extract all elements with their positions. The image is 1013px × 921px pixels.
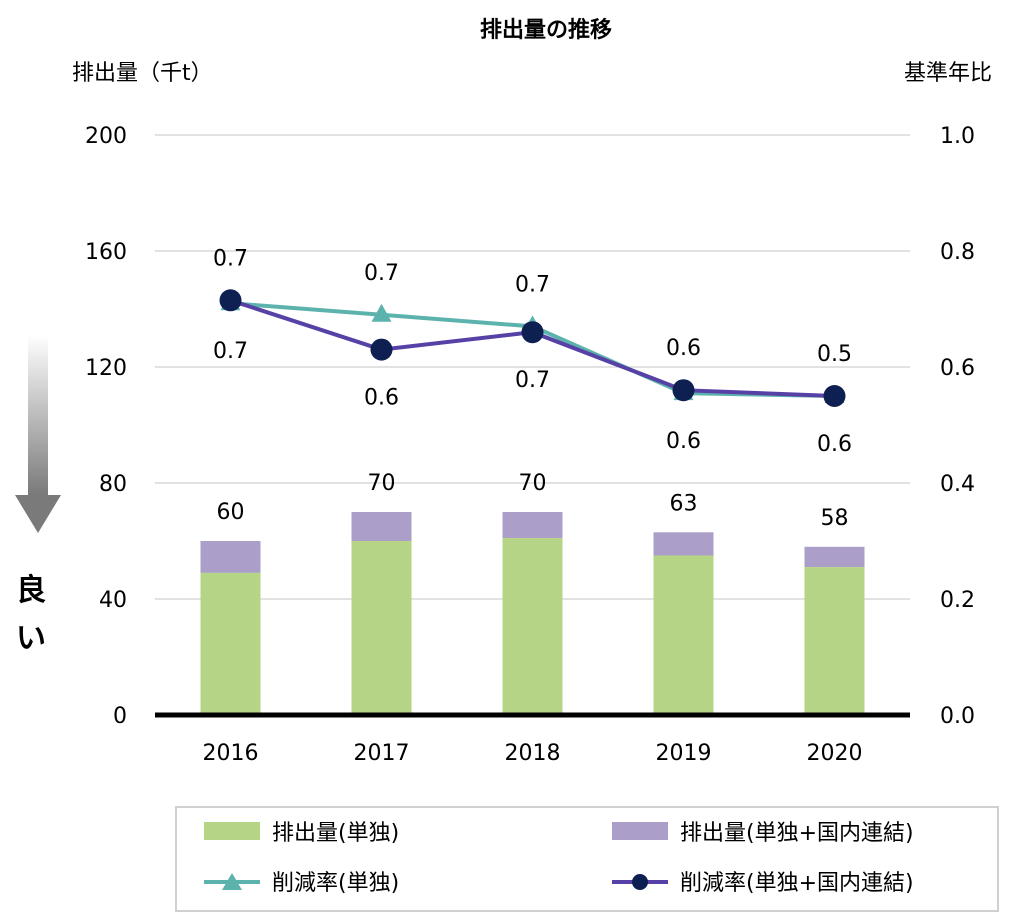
legend-item-bar-single: 排出量(単独) [204, 821, 399, 846]
bar-total-label: 60 [217, 500, 245, 525]
left-axis-title: 排出量（千t） [72, 61, 213, 86]
legend-label-bar-consolidated: 排出量(単独+国内連結) [680, 821, 914, 846]
arrow-shaft [28, 335, 48, 495]
circle-marker [370, 338, 393, 361]
x-tick-label: 2019 [656, 741, 712, 766]
bar-consolidated [200, 541, 261, 573]
legend-swatch-bar-single [204, 822, 260, 840]
right-tick-label: 0.0 [940, 704, 975, 729]
good-label-2: い [16, 621, 46, 656]
bar-consolidated [804, 546, 865, 568]
right-tick-label: 0.6 [940, 356, 975, 381]
x-tick-label: 2018 [505, 741, 561, 766]
legend-label-bar-single: 排出量(単独) [272, 821, 399, 846]
x-tick-label: 2020 [807, 741, 863, 766]
left-tick-label: 40 [99, 588, 127, 613]
chart-title: 排出量の推移 [480, 17, 612, 43]
right-tick-label: 0.8 [940, 240, 975, 265]
bar-consolidated [502, 512, 563, 539]
x-tick-label: 2017 [354, 741, 410, 766]
circle-marker [823, 385, 846, 407]
bar-single [804, 567, 865, 715]
bar-single [351, 541, 412, 715]
legend-label-line-consolidated: 削減率(単独+国内連結) [680, 871, 914, 896]
right-tick-label: 0.4 [940, 472, 975, 497]
left-tick-label: 160 [85, 240, 127, 265]
legend-item-bar-consolidated: 排出量(単独+国内連結) [612, 821, 914, 846]
circle-marker [219, 289, 242, 312]
legend-item-line-single: 削減率(単独) [204, 871, 399, 896]
left-tick-label: 120 [85, 356, 127, 381]
good-label-1: 良 [16, 573, 46, 608]
bar-total-label: 70 [519, 471, 547, 496]
legend-box [175, 806, 999, 912]
bar-consolidated [653, 532, 714, 556]
bar-total-label: 58 [821, 506, 849, 531]
circle-marker [672, 379, 695, 402]
x-tick-label: 2016 [203, 741, 259, 766]
left-tick-label: 80 [99, 472, 127, 497]
line-value-label: 0.6 [817, 432, 852, 457]
line-value-label: 0.7 [515, 368, 550, 393]
bar-single [653, 555, 714, 715]
triangle-marker [371, 303, 392, 322]
right-tick-label: 1.0 [940, 124, 975, 149]
bar-consolidated [351, 512, 412, 541]
good-direction-arrow [15, 335, 61, 533]
legend-swatch-bar-consolidated [612, 822, 668, 840]
legend-item-line-consolidated: 削減率(単独+国内連結) [612, 871, 914, 896]
bar-total-label: 63 [670, 491, 698, 516]
left-tick-label: 0 [113, 704, 127, 729]
line-value-label: 0.6 [666, 429, 701, 454]
bar-single [502, 538, 563, 715]
left-tick-label: 200 [85, 124, 127, 149]
line-value-label: 0.6 [666, 336, 701, 361]
legend-triangle-marker [222, 873, 242, 890]
circle-marker [521, 321, 544, 344]
line-value-label: 0.6 [364, 386, 399, 411]
legend-circle-marker [632, 874, 648, 890]
right-tick-label: 0.2 [940, 588, 975, 613]
bar-single [200, 572, 261, 715]
legend-label-line-single: 削減率(単独) [272, 871, 399, 896]
bar-total-label: 70 [368, 471, 396, 496]
arrow-head [15, 495, 61, 533]
line-value-label: 0.7 [213, 339, 248, 364]
right-axis-title: 基準年比 [904, 61, 992, 86]
line-value-label: 0.7 [515, 272, 550, 297]
line-value-label: 0.7 [213, 246, 248, 271]
line-value-label: 0.5 [817, 342, 852, 367]
line-value-label: 0.7 [364, 261, 399, 286]
legend: 排出量(単独) 排出量(単独+国内連結) 削減率(単独) 削減率(単独+国内連結… [175, 806, 999, 912]
